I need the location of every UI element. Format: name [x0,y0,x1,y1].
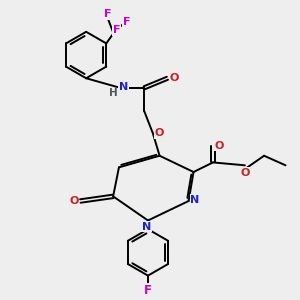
Text: F: F [113,26,120,35]
Text: F: F [104,9,112,20]
Text: O: O [169,73,178,83]
Text: N: N [142,222,151,232]
Text: F: F [144,284,152,297]
Text: F: F [123,16,130,27]
Text: N: N [119,82,128,92]
Text: O: O [240,168,250,178]
Text: O: O [69,196,79,206]
Text: N: N [190,195,200,205]
Text: O: O [154,128,164,138]
Text: O: O [215,141,224,151]
Text: H: H [109,88,118,98]
